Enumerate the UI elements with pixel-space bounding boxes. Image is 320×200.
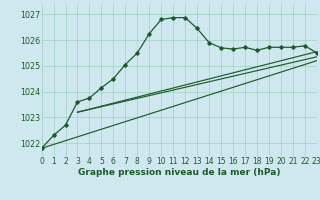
X-axis label: Graphe pression niveau de la mer (hPa): Graphe pression niveau de la mer (hPa) — [78, 168, 280, 177]
